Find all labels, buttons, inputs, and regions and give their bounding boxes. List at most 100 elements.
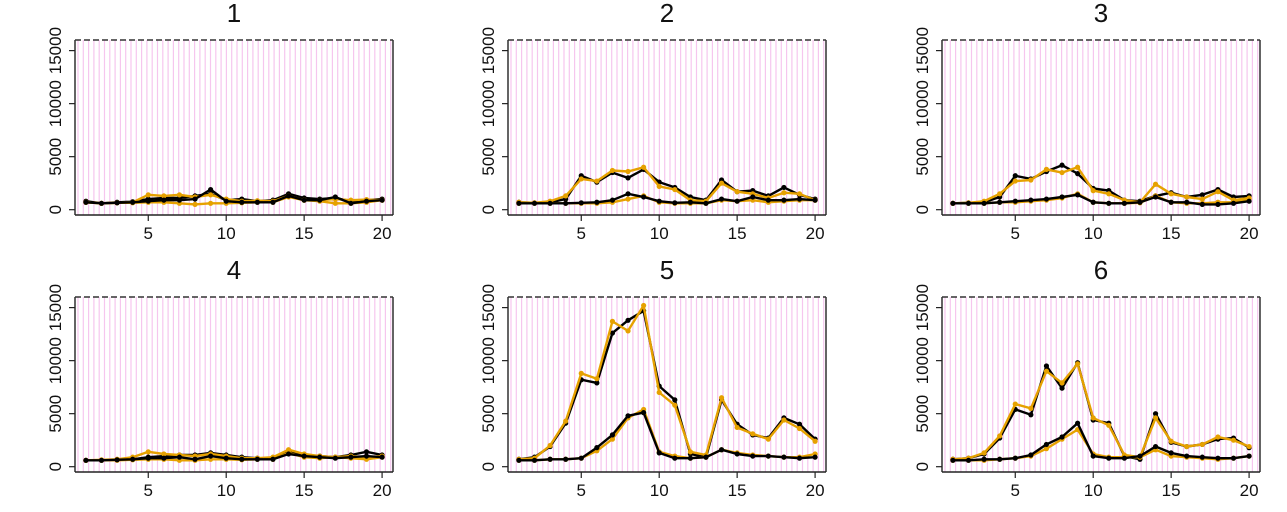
data-point — [609, 318, 616, 324]
y-tick-label: 5000 — [479, 395, 498, 433]
data-point — [1184, 453, 1190, 459]
data-point — [83, 457, 89, 463]
y-tick-label: 10000 — [913, 80, 932, 127]
x-tick-label: 15 — [728, 481, 747, 500]
data-point — [1012, 455, 1018, 461]
data-point — [1152, 415, 1159, 421]
data-point — [781, 190, 787, 196]
panel-4: 4 5 10 15 20 0 5000 10000 15000 — [46, 255, 394, 500]
plot-area — [508, 297, 826, 472]
panel-title: 3 — [1094, 0, 1108, 28]
panel-6: 6 5 10 15 20 0 5000 10000 15000 — [913, 255, 1261, 500]
data-point — [1168, 199, 1174, 205]
data-point — [687, 449, 693, 455]
data-point — [1230, 200, 1237, 206]
series-line-4 — [518, 411, 816, 462]
data-point — [1199, 454, 1205, 460]
data-point — [1028, 177, 1034, 183]
y-tick-label: 15000 — [913, 27, 932, 74]
data-point — [672, 186, 678, 193]
y-tick-label: 0 — [479, 462, 498, 471]
data-point — [145, 192, 151, 198]
panel-title: 1 — [227, 0, 241, 28]
x-tick-label: 20 — [1240, 481, 1259, 500]
data-point — [1043, 441, 1050, 448]
data-point — [1059, 385, 1065, 391]
data-point — [641, 410, 647, 416]
y-tick-label: 0 — [913, 462, 932, 471]
data-point — [1184, 199, 1190, 205]
data-point — [734, 198, 740, 204]
series-line-4 — [952, 193, 1250, 206]
x-tick-label: 20 — [373, 481, 392, 500]
y-tick-label: 15000 — [479, 284, 498, 331]
data-point — [563, 193, 569, 199]
data-point — [687, 199, 693, 205]
data-point — [594, 376, 600, 382]
y-tick-label: 5000 — [46, 395, 65, 433]
data-point — [981, 200, 987, 206]
data-point — [563, 200, 569, 206]
data-point — [1152, 443, 1159, 450]
data-point — [1168, 191, 1174, 197]
data-point — [765, 436, 771, 442]
data-point — [208, 192, 214, 198]
x-tick-label: 5 — [577, 224, 586, 243]
data-point — [547, 200, 553, 206]
data-point — [98, 457, 105, 463]
data-point — [1246, 198, 1252, 204]
data-point — [703, 454, 709, 460]
data-point — [1152, 194, 1159, 200]
panel-title: 6 — [1094, 255, 1108, 285]
data-point — [270, 456, 276, 462]
data-point — [796, 425, 803, 432]
data-point — [965, 200, 972, 206]
data-point — [718, 180, 725, 186]
data-point — [656, 389, 662, 396]
data-point — [145, 449, 151, 455]
panel-title: 4 — [227, 255, 241, 285]
data-point — [781, 417, 787, 423]
y-tick-label: 15000 — [46, 27, 65, 74]
x-tick-label: 5 — [144, 481, 153, 500]
data-point — [997, 191, 1003, 197]
data-point — [301, 453, 307, 459]
data-point — [796, 196, 803, 202]
data-point — [192, 456, 198, 462]
data-point — [1106, 422, 1112, 428]
data-point — [161, 451, 167, 457]
data-point — [734, 451, 740, 457]
data-point — [98, 200, 105, 206]
data-point — [1012, 178, 1018, 184]
y-tick-label: 15000 — [46, 284, 65, 331]
data-point — [1106, 200, 1112, 206]
data-point — [703, 200, 709, 206]
data-point — [1106, 191, 1112, 197]
data-point — [161, 193, 167, 199]
data-point — [379, 197, 385, 203]
data-point — [176, 192, 183, 198]
data-point — [1199, 201, 1205, 207]
data-point — [656, 183, 662, 189]
data-point — [765, 197, 771, 203]
data-point — [301, 197, 307, 203]
data-point — [176, 454, 183, 460]
data-point — [285, 193, 292, 199]
x-tick-label: 20 — [806, 224, 825, 243]
x-tick-label: 10 — [217, 481, 236, 500]
x-tick-label: 5 — [144, 224, 153, 243]
data-point — [1012, 198, 1018, 204]
y-tick-label: 10000 — [46, 337, 65, 384]
x-tick-label: 15 — [1162, 481, 1181, 500]
data-point — [208, 453, 214, 459]
data-point — [1075, 164, 1081, 170]
data-point — [1043, 446, 1050, 452]
data-point — [1246, 453, 1252, 459]
data-point — [750, 431, 756, 437]
x-tick-label: 15 — [728, 224, 747, 243]
data-point — [578, 200, 584, 206]
x-tick-label: 20 — [1240, 224, 1259, 243]
data-point — [239, 456, 245, 462]
data-point — [812, 454, 818, 460]
